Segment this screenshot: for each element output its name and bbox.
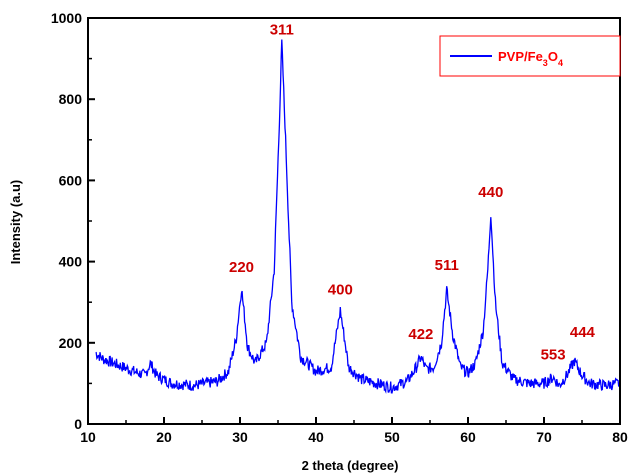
peak-label-444: 444 (570, 324, 596, 341)
x-tick-label-40: 40 (308, 429, 324, 445)
y-tick-label-600: 600 (59, 172, 83, 188)
peak-label-440: 440 (478, 184, 503, 201)
y-tick-label-0: 0 (74, 416, 82, 432)
series-layer (95, 39, 621, 394)
legend-label: PVP/Fe3O4 (498, 49, 563, 68)
peak-label-220: 220 (229, 259, 254, 276)
legend: PVP/Fe3O4 (439, 35, 621, 77)
y-tick-label-200: 200 (59, 335, 83, 351)
y-tick-label-1000: 1000 (51, 10, 82, 26)
x-tick-label-80: 80 (612, 429, 628, 445)
series-line-pvp-fe3o4 (95, 39, 621, 394)
x-tick-label-10: 10 (80, 429, 96, 445)
x-tick-label-50: 50 (384, 429, 400, 445)
x-axis-title: 2 theta (degree) (302, 458, 399, 473)
x-tick-label-20: 20 (156, 429, 172, 445)
y-axis-title: Intensity (a.u) (8, 180, 23, 265)
peak-label-311: 311 (270, 21, 294, 38)
x-tick-label-60: 60 (460, 429, 476, 445)
x-tick-label-70: 70 (536, 429, 552, 445)
x-tick-label-30: 30 (232, 429, 248, 445)
y-tick-label-400: 400 (59, 254, 83, 270)
peak-label-553: 553 (541, 346, 566, 363)
peak-label-400: 400 (328, 281, 353, 298)
y-tick-label-800: 800 (59, 91, 83, 107)
peak-label-511: 511 (435, 257, 459, 274)
peak-label-422: 422 (408, 326, 433, 343)
